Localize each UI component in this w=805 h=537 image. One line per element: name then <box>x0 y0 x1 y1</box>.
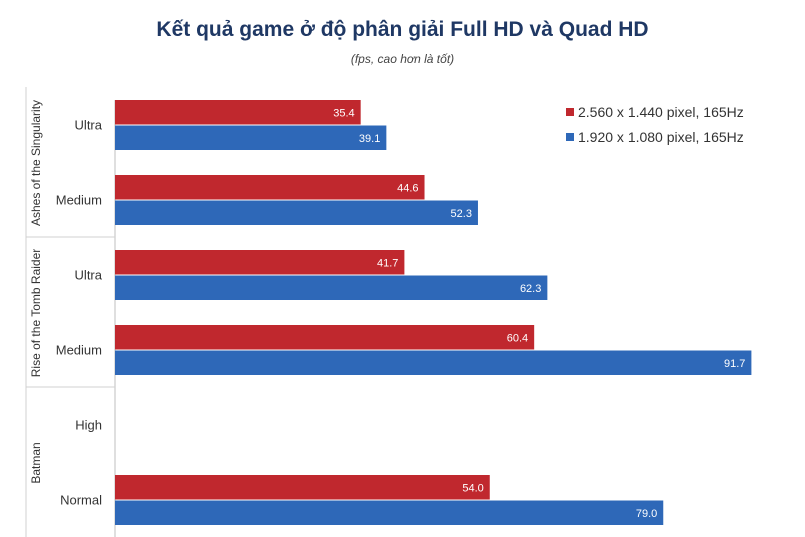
data-label-series-2: 62.3 <box>520 283 541 295</box>
bar-series-2 <box>115 275 548 300</box>
data-label-series-1: 60.4 <box>507 332 528 344</box>
chart-legend: 2.560 x 1.440 pixel, 165Hz 1.920 x 1.080… <box>566 99 744 149</box>
legend-swatch-series-1 <box>566 107 574 116</box>
bar-series-1 <box>115 100 361 125</box>
data-label-series-1: 44.6 <box>397 182 418 194</box>
bar-series-2 <box>115 500 664 525</box>
legend-item-series-2: 1.920 x 1.080 pixel, 165Hz <box>566 124 744 149</box>
category-label: High <box>75 418 102 433</box>
data-label-series-1: 54.0 <box>462 482 483 494</box>
bar-series-1 <box>115 250 405 275</box>
bar-series-2 <box>115 125 387 150</box>
legend-item-series-1: 2.560 x 1.440 pixel, 165Hz <box>566 99 744 124</box>
data-label-series-2: 39.1 <box>359 133 380 145</box>
bar-series-1 <box>115 475 490 500</box>
legend-label-series-1: 2.560 x 1.440 pixel, 165Hz <box>578 103 744 120</box>
group-label: Ashes of the Singularity <box>29 100 43 226</box>
legend-swatch-series-2 <box>566 132 574 141</box>
bar-series-1 <box>115 325 535 350</box>
category-label: Medium <box>56 193 102 208</box>
category-label: Normal <box>60 493 102 508</box>
data-label-series-1: 35.4 <box>333 107 354 119</box>
group-label: Batman <box>29 442 43 483</box>
bar-series-2 <box>115 350 752 375</box>
data-label-series-1: 41.7 <box>377 257 398 269</box>
chart-title: Kết quả game ở độ phân giải Full HD và Q… <box>156 18 649 41</box>
bar-series-2 <box>115 200 478 225</box>
data-label-series-2: 79.0 <box>636 508 657 520</box>
data-label-series-2: 91.7 <box>724 358 745 370</box>
bar-series-1 <box>115 175 425 200</box>
category-label: Ultra <box>75 268 103 283</box>
data-label-series-2: 52.3 <box>451 208 472 220</box>
category-label: Medium <box>56 343 102 358</box>
group-label: Rise of the Tomb Raider <box>29 249 43 378</box>
legend-label-series-2: 1.920 x 1.080 pixel, 165Hz <box>578 128 744 145</box>
chart-subtitle: (fps, cao hơn là tốt) <box>350 52 455 66</box>
category-label: Ultra <box>75 118 103 133</box>
